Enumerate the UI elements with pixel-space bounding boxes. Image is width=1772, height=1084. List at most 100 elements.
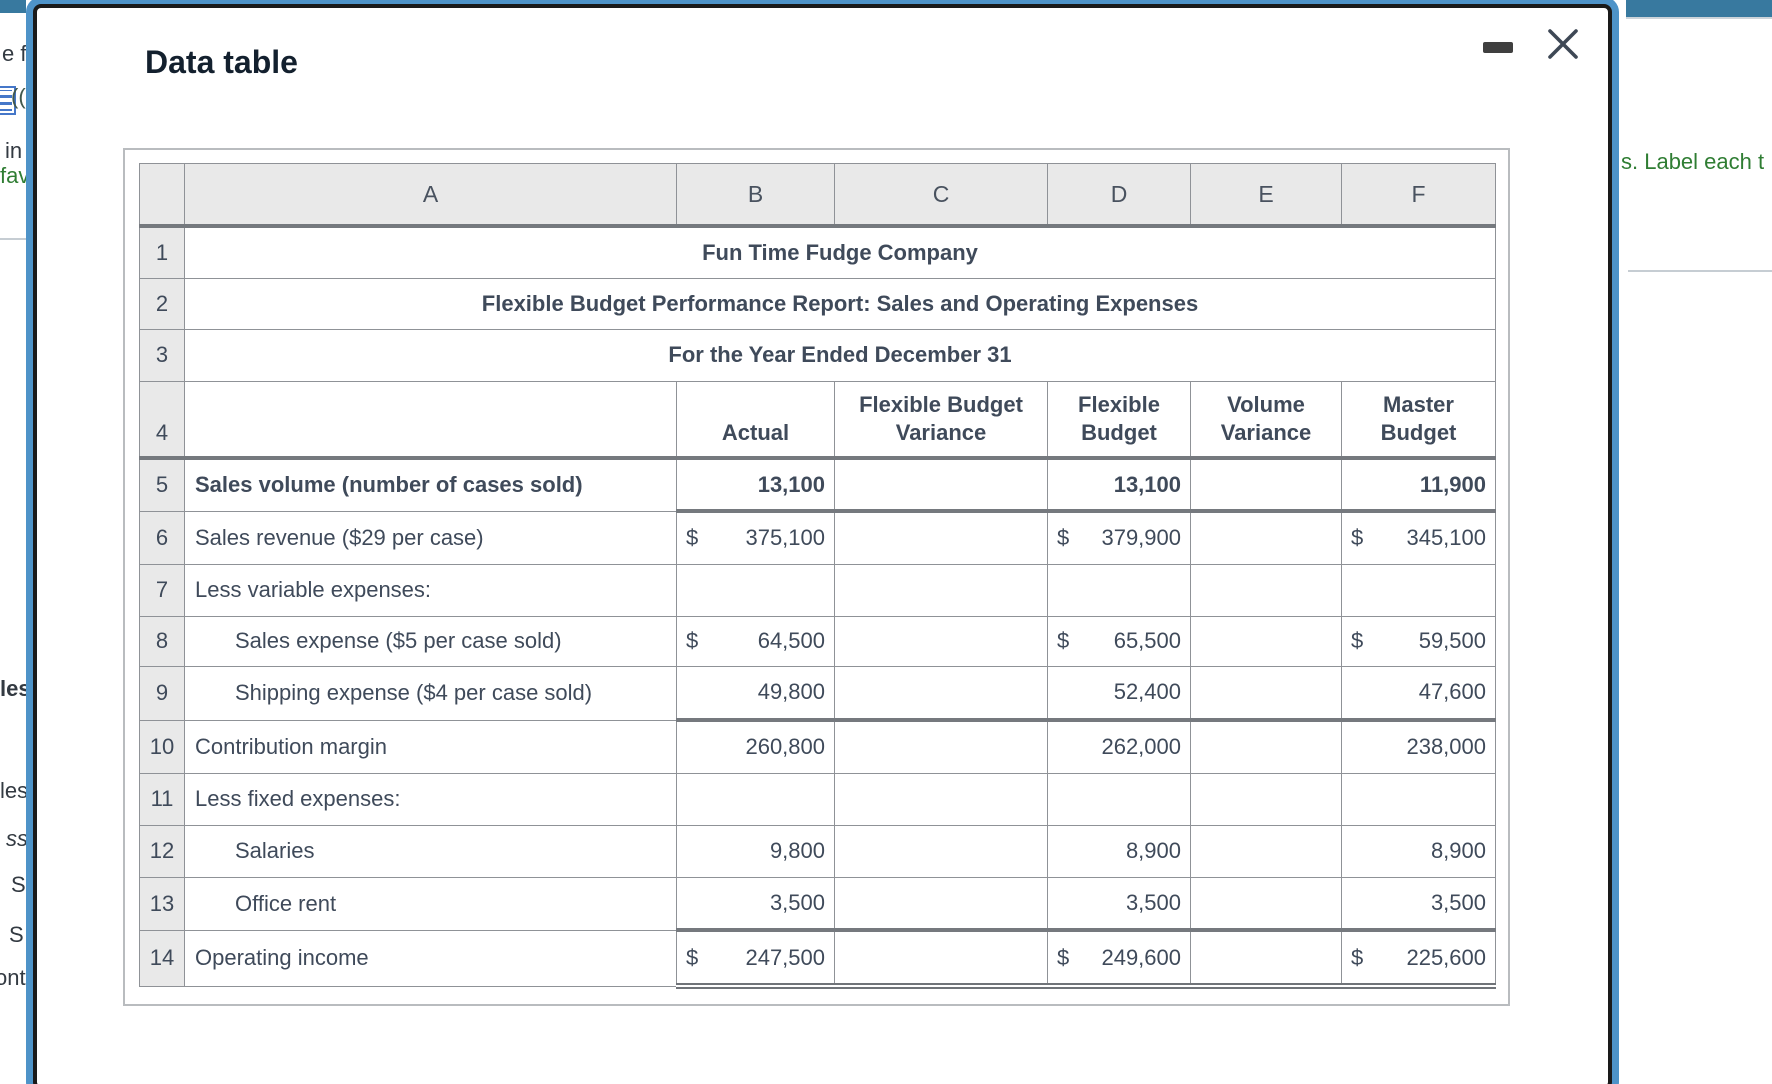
cell-flexible-budget: $379,900 — [1047, 510, 1191, 565]
report-title: Flexible Budget Performance Report: Sale… — [184, 277, 1496, 330]
column-letters-row: A B C D E F — [139, 163, 1496, 228]
background-link-fragment: fav — [0, 163, 30, 188]
header-flexible-budget: Flexible Budget — [1047, 380, 1191, 460]
row-label: Less fixed expenses: — [184, 772, 677, 826]
table-row: 1 Fun Time Fudge Company — [139, 225, 1496, 279]
row-number: 6 — [139, 510, 185, 565]
table-row: 9 Shipping expense ($4 per case sold) 49… — [139, 665, 1496, 722]
cell-volume-variance — [1190, 457, 1342, 513]
empty-cell — [184, 380, 677, 460]
row-number: 12 — [139, 824, 185, 878]
table-row: 14 Operating income $247,500 $249,600 $2… — [139, 929, 1496, 989]
cell-flexible-budget-variance — [834, 876, 1048, 932]
cell-volume-variance — [1190, 719, 1342, 774]
background-instruction-fragment: s. Label each t — [1621, 149, 1765, 174]
row-number: 1 — [139, 225, 185, 279]
header-master-budget: Master Budget — [1341, 380, 1496, 460]
cell-actual: $375,100 — [676, 510, 835, 565]
table-row: 8 Sales expense ($5 per case sold) $64,5… — [139, 615, 1496, 667]
close-icon — [1548, 29, 1578, 59]
cell-flexible-budget-variance — [834, 665, 1048, 722]
cell-volume-variance — [1190, 772, 1342, 826]
table-row: 7 Less variable expenses: — [139, 563, 1496, 617]
cell-flexible-budget — [1047, 563, 1191, 617]
period-title: For the Year Ended December 31 — [184, 328, 1496, 382]
cell-volume-variance — [1190, 510, 1342, 565]
background-divider — [1628, 270, 1772, 272]
cell-master-budget: $225,600 — [1341, 929, 1496, 989]
cell-volume-variance — [1190, 824, 1342, 878]
column-letter: B — [676, 163, 835, 228]
background-header-underline — [1626, 17, 1772, 19]
cell-actual: $247,500 — [676, 929, 835, 989]
cell-flexible-budget-variance — [834, 772, 1048, 826]
table-icon — [0, 86, 16, 115]
background-text-fragment: e f — [2, 41, 27, 66]
cell-flexible-budget-variance — [834, 457, 1048, 513]
row-number: 14 — [139, 929, 185, 987]
cell-master-budget — [1341, 563, 1496, 617]
row-label: Contribution margin — [184, 719, 677, 774]
data-table-modal: Data table A B C D — [33, 4, 1612, 1084]
background-text-fragment: ontr — [0, 965, 33, 990]
cell-actual — [676, 772, 835, 826]
cell-flexible-budget-variance — [834, 824, 1048, 878]
cell-master-budget: 3,500 — [1341, 876, 1496, 932]
cell-actual: 9,800 — [676, 824, 835, 878]
cell-flexible-budget-variance — [834, 929, 1048, 989]
cell-flexible-budget: 52,400 — [1047, 665, 1191, 722]
row-label: Operating income — [184, 929, 677, 987]
column-letter: A — [184, 163, 677, 228]
column-letter: D — [1047, 163, 1191, 228]
cell-volume-variance — [1190, 615, 1342, 667]
table-row: 5 Sales volume (number of cases sold) 13… — [139, 457, 1496, 513]
column-letter: F — [1341, 163, 1496, 228]
cell-master-budget: 11,900 — [1341, 457, 1496, 513]
cell-actual: 260,800 — [676, 719, 835, 774]
cell-volume-variance — [1190, 929, 1342, 989]
cell-flexible-budget-variance — [834, 615, 1048, 667]
table-row: 6 Sales revenue ($29 per case) $375,100 … — [139, 510, 1496, 565]
cell-volume-variance — [1190, 665, 1342, 722]
spreadsheet-table: A B C D E F 1 Fun Time Fudge Company 2 F… — [139, 163, 1496, 989]
background-text-fragment: les — [0, 676, 31, 701]
close-button[interactable] — [1545, 26, 1581, 62]
row-number: 7 — [139, 563, 185, 617]
minimize-button[interactable] — [1483, 42, 1513, 53]
cell-flexible-budget: $65,500 — [1047, 615, 1191, 667]
corner-cell — [139, 163, 185, 228]
cell-actual: 13,100 — [676, 457, 835, 513]
modal-title: Data table — [145, 44, 298, 80]
row-number: 8 — [139, 615, 185, 667]
cell-flexible-budget-variance — [834, 510, 1048, 565]
cell-flexible-budget: 8,900 — [1047, 824, 1191, 878]
row-number: 2 — [139, 277, 185, 330]
row-label: Less variable expenses: — [184, 563, 677, 617]
cell-flexible-budget: 3,500 — [1047, 876, 1191, 932]
cell-flexible-budget-variance — [834, 719, 1048, 774]
row-label: Office rent — [184, 876, 677, 931]
cell-master-budget — [1341, 772, 1496, 826]
row-number: 11 — [139, 772, 185, 826]
table-row: 13 Office rent 3,500 3,500 3,500 — [139, 876, 1496, 932]
row-number: 13 — [139, 876, 185, 931]
cell-volume-variance — [1190, 563, 1342, 617]
header-volume-variance: Volume Variance — [1190, 380, 1342, 460]
cell-master-budget: $59,500 — [1341, 615, 1496, 667]
background-text-fragment: in — [5, 138, 23, 163]
cell-master-budget: $345,100 — [1341, 510, 1496, 565]
background-text-fragment: ss — [6, 826, 28, 851]
column-letter: C — [834, 163, 1048, 228]
row-number: 9 — [139, 665, 185, 721]
header-actual: Actual — [676, 380, 835, 460]
row-number: 10 — [139, 719, 185, 774]
cell-flexible-budget — [1047, 772, 1191, 826]
background-text-fragment: les — [0, 778, 29, 803]
background-header-bar-left — [0, 0, 26, 13]
background-divider — [0, 238, 27, 240]
cell-flexible-budget: 262,000 — [1047, 719, 1191, 774]
table-row: 12 Salaries 9,800 8,900 8,900 — [139, 824, 1496, 878]
cell-master-budget: 8,900 — [1341, 824, 1496, 878]
cell-flexible-budget-variance — [834, 563, 1048, 617]
